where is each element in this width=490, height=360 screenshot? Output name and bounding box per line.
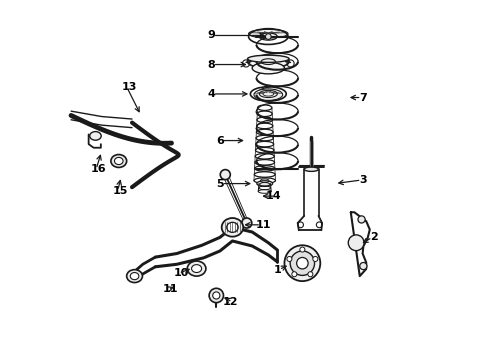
Ellipse shape [192,265,201,273]
Text: 4: 4 [207,89,215,99]
Text: 9: 9 [207,31,215,40]
Ellipse shape [126,270,143,283]
Text: 13: 13 [122,82,137,92]
Circle shape [360,262,367,270]
Ellipse shape [227,222,238,232]
Circle shape [266,34,271,40]
Text: 5: 5 [216,179,224,189]
Circle shape [285,245,320,281]
Circle shape [313,256,318,261]
Text: 3: 3 [359,175,367,185]
Circle shape [300,247,305,252]
Text: 10: 10 [173,268,189,278]
Circle shape [213,292,220,299]
Ellipse shape [248,30,288,38]
Text: 12: 12 [222,297,238,307]
Circle shape [296,257,308,269]
Text: 2: 2 [370,232,378,242]
Ellipse shape [187,261,206,276]
Ellipse shape [254,89,283,100]
Ellipse shape [221,218,243,237]
Text: 7: 7 [359,93,367,103]
Circle shape [348,235,364,251]
Ellipse shape [115,157,123,165]
Text: 11: 11 [163,284,178,294]
Circle shape [287,256,292,261]
Text: 14: 14 [265,191,281,201]
Ellipse shape [247,55,289,62]
Text: 1: 1 [274,265,281,275]
Circle shape [308,272,313,277]
Ellipse shape [304,167,319,171]
Circle shape [209,288,223,303]
Circle shape [220,170,230,180]
Ellipse shape [111,154,126,167]
Ellipse shape [130,273,139,280]
Text: 8: 8 [207,59,215,69]
Ellipse shape [90,132,101,140]
Ellipse shape [247,55,289,68]
Circle shape [358,216,365,223]
Text: 11: 11 [256,220,271,230]
Text: 15: 15 [112,186,128,196]
Circle shape [290,251,315,275]
Ellipse shape [257,181,272,186]
Circle shape [242,218,252,228]
Text: 6: 6 [216,136,224,145]
Ellipse shape [252,62,285,74]
Circle shape [292,272,297,277]
Text: 16: 16 [91,164,106,174]
